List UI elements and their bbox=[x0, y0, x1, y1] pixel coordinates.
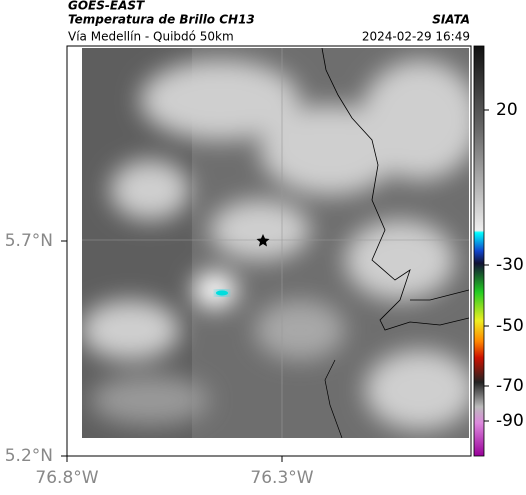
satellite-image bbox=[82, 48, 469, 438]
colorbar bbox=[473, 45, 485, 457]
lon-label: 76.8°W bbox=[35, 468, 98, 488]
colorbar-label: -70 bbox=[496, 376, 524, 396]
colorbar-label: -50 bbox=[496, 316, 524, 336]
lon-label: 76.3°W bbox=[250, 468, 313, 488]
lat-label: 5.2°N bbox=[5, 446, 53, 466]
map-frame bbox=[66, 45, 472, 457]
timestamp: 2024-02-29 16:49 bbox=[362, 30, 470, 44]
colorbar-label: 20 bbox=[496, 100, 518, 120]
lat-label: 5.7°N bbox=[5, 231, 53, 251]
title: Temperatura de Brillo CH13 bbox=[68, 13, 255, 27]
source: GOES-EAST bbox=[68, 0, 145, 13]
organization: SIATA bbox=[432, 13, 470, 27]
location-star bbox=[256, 234, 270, 247]
colorbar-label: -30 bbox=[496, 255, 524, 275]
subtitle: Vía Medellín - Quibdó 50km bbox=[68, 30, 234, 44]
colorbar-label: -90 bbox=[496, 411, 524, 431]
